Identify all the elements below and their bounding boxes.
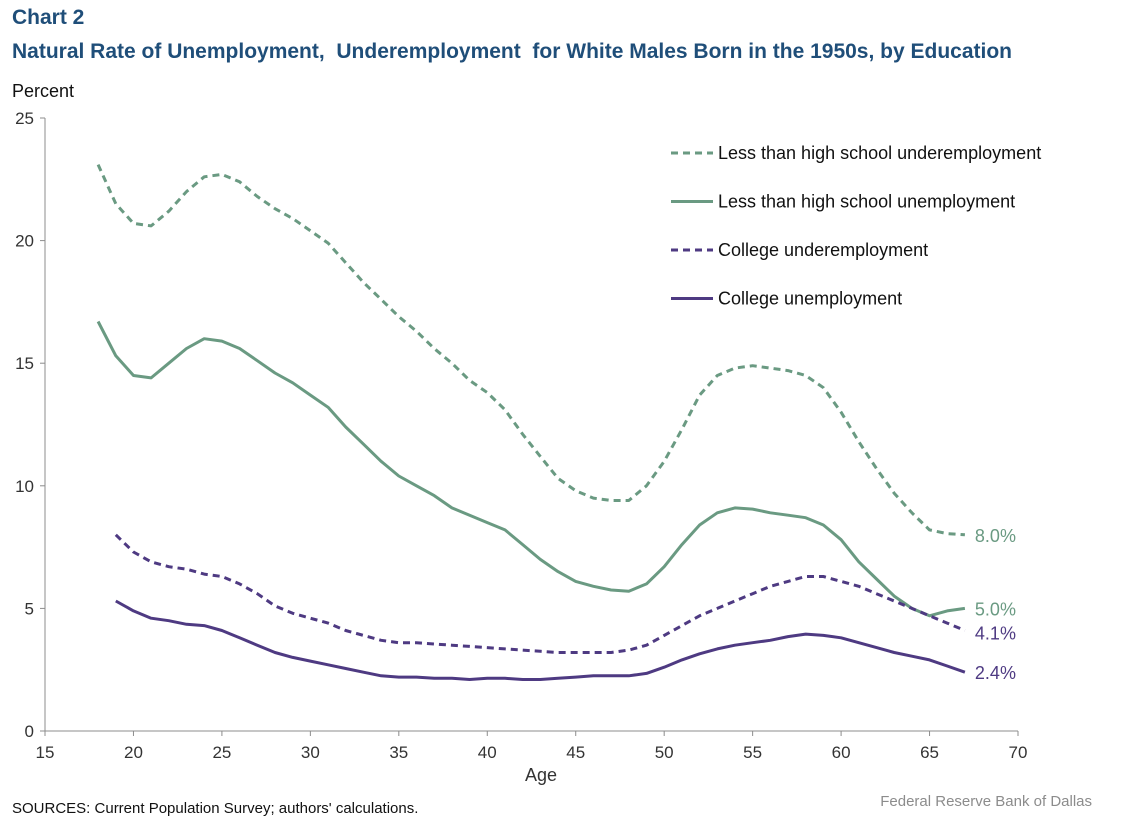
series-line-college-underemployment bbox=[114, 533, 966, 654]
series-line-less-than-high-school-unemployment bbox=[96, 320, 966, 618]
y-tick-label: 20 bbox=[15, 232, 34, 251]
legend-label: Less than high school unemployment bbox=[718, 192, 1015, 212]
y-tick-label: 15 bbox=[15, 354, 34, 373]
x-tick-label: 25 bbox=[212, 743, 231, 762]
end-value-label: 4.1% bbox=[975, 623, 1016, 643]
y-tick-label: 5 bbox=[25, 599, 34, 618]
chart-label: Chart 2 bbox=[12, 6, 85, 29]
y-axis-ticks: 0 5 10 15 20 25 bbox=[15, 109, 45, 741]
legend-label: College underemployment bbox=[718, 240, 928, 260]
legend-label: College unemployment bbox=[718, 289, 902, 309]
y-tick-label: 25 bbox=[15, 109, 34, 128]
legend: Less than high school underemployment Les… bbox=[671, 143, 1041, 309]
x-tick-label: 65 bbox=[920, 743, 939, 762]
x-tick-label: 20 bbox=[124, 743, 143, 762]
end-value-label: 5.0% bbox=[975, 599, 1016, 619]
x-tick-label: 35 bbox=[389, 743, 408, 762]
x-tick-label: 60 bbox=[832, 743, 851, 762]
end-value-label: 8.0% bbox=[975, 526, 1016, 546]
y-tick-label: 0 bbox=[25, 722, 34, 741]
x-axis-label: Age bbox=[525, 765, 557, 785]
credit-label: Federal Reserve Bank of Dallas bbox=[880, 793, 1092, 810]
series-line-less-than-high-school-underemployment bbox=[96, 163, 966, 537]
x-tick-label: 15 bbox=[36, 743, 55, 762]
x-tick-label: 50 bbox=[655, 743, 674, 762]
chart-title: Natural Rate of Unemployment, Underemplo… bbox=[12, 40, 1013, 63]
series-line-college-unemployment bbox=[115, 599, 966, 681]
x-tick-label: 30 bbox=[301, 743, 320, 762]
source-note: SOURCES: Current Population Survey; auth… bbox=[12, 800, 419, 817]
series-layer: 8.0% 5.0% 4.1% 2.4% bbox=[96, 163, 1016, 683]
x-tick-label: 45 bbox=[566, 743, 585, 762]
y-tick-label: 10 bbox=[15, 477, 34, 496]
x-tick-label: 55 bbox=[743, 743, 762, 762]
x-axis-ticks: 15 20 25 30 35 40 45 50 55 60 65 70 bbox=[36, 731, 1028, 762]
x-tick-label: 40 bbox=[478, 743, 497, 762]
y-axis-label: Percent bbox=[12, 81, 74, 101]
end-value-label: 2.4% bbox=[975, 663, 1016, 683]
legend-label: Less than high school underemployment bbox=[718, 143, 1041, 163]
x-tick-label: 70 bbox=[1009, 743, 1028, 762]
